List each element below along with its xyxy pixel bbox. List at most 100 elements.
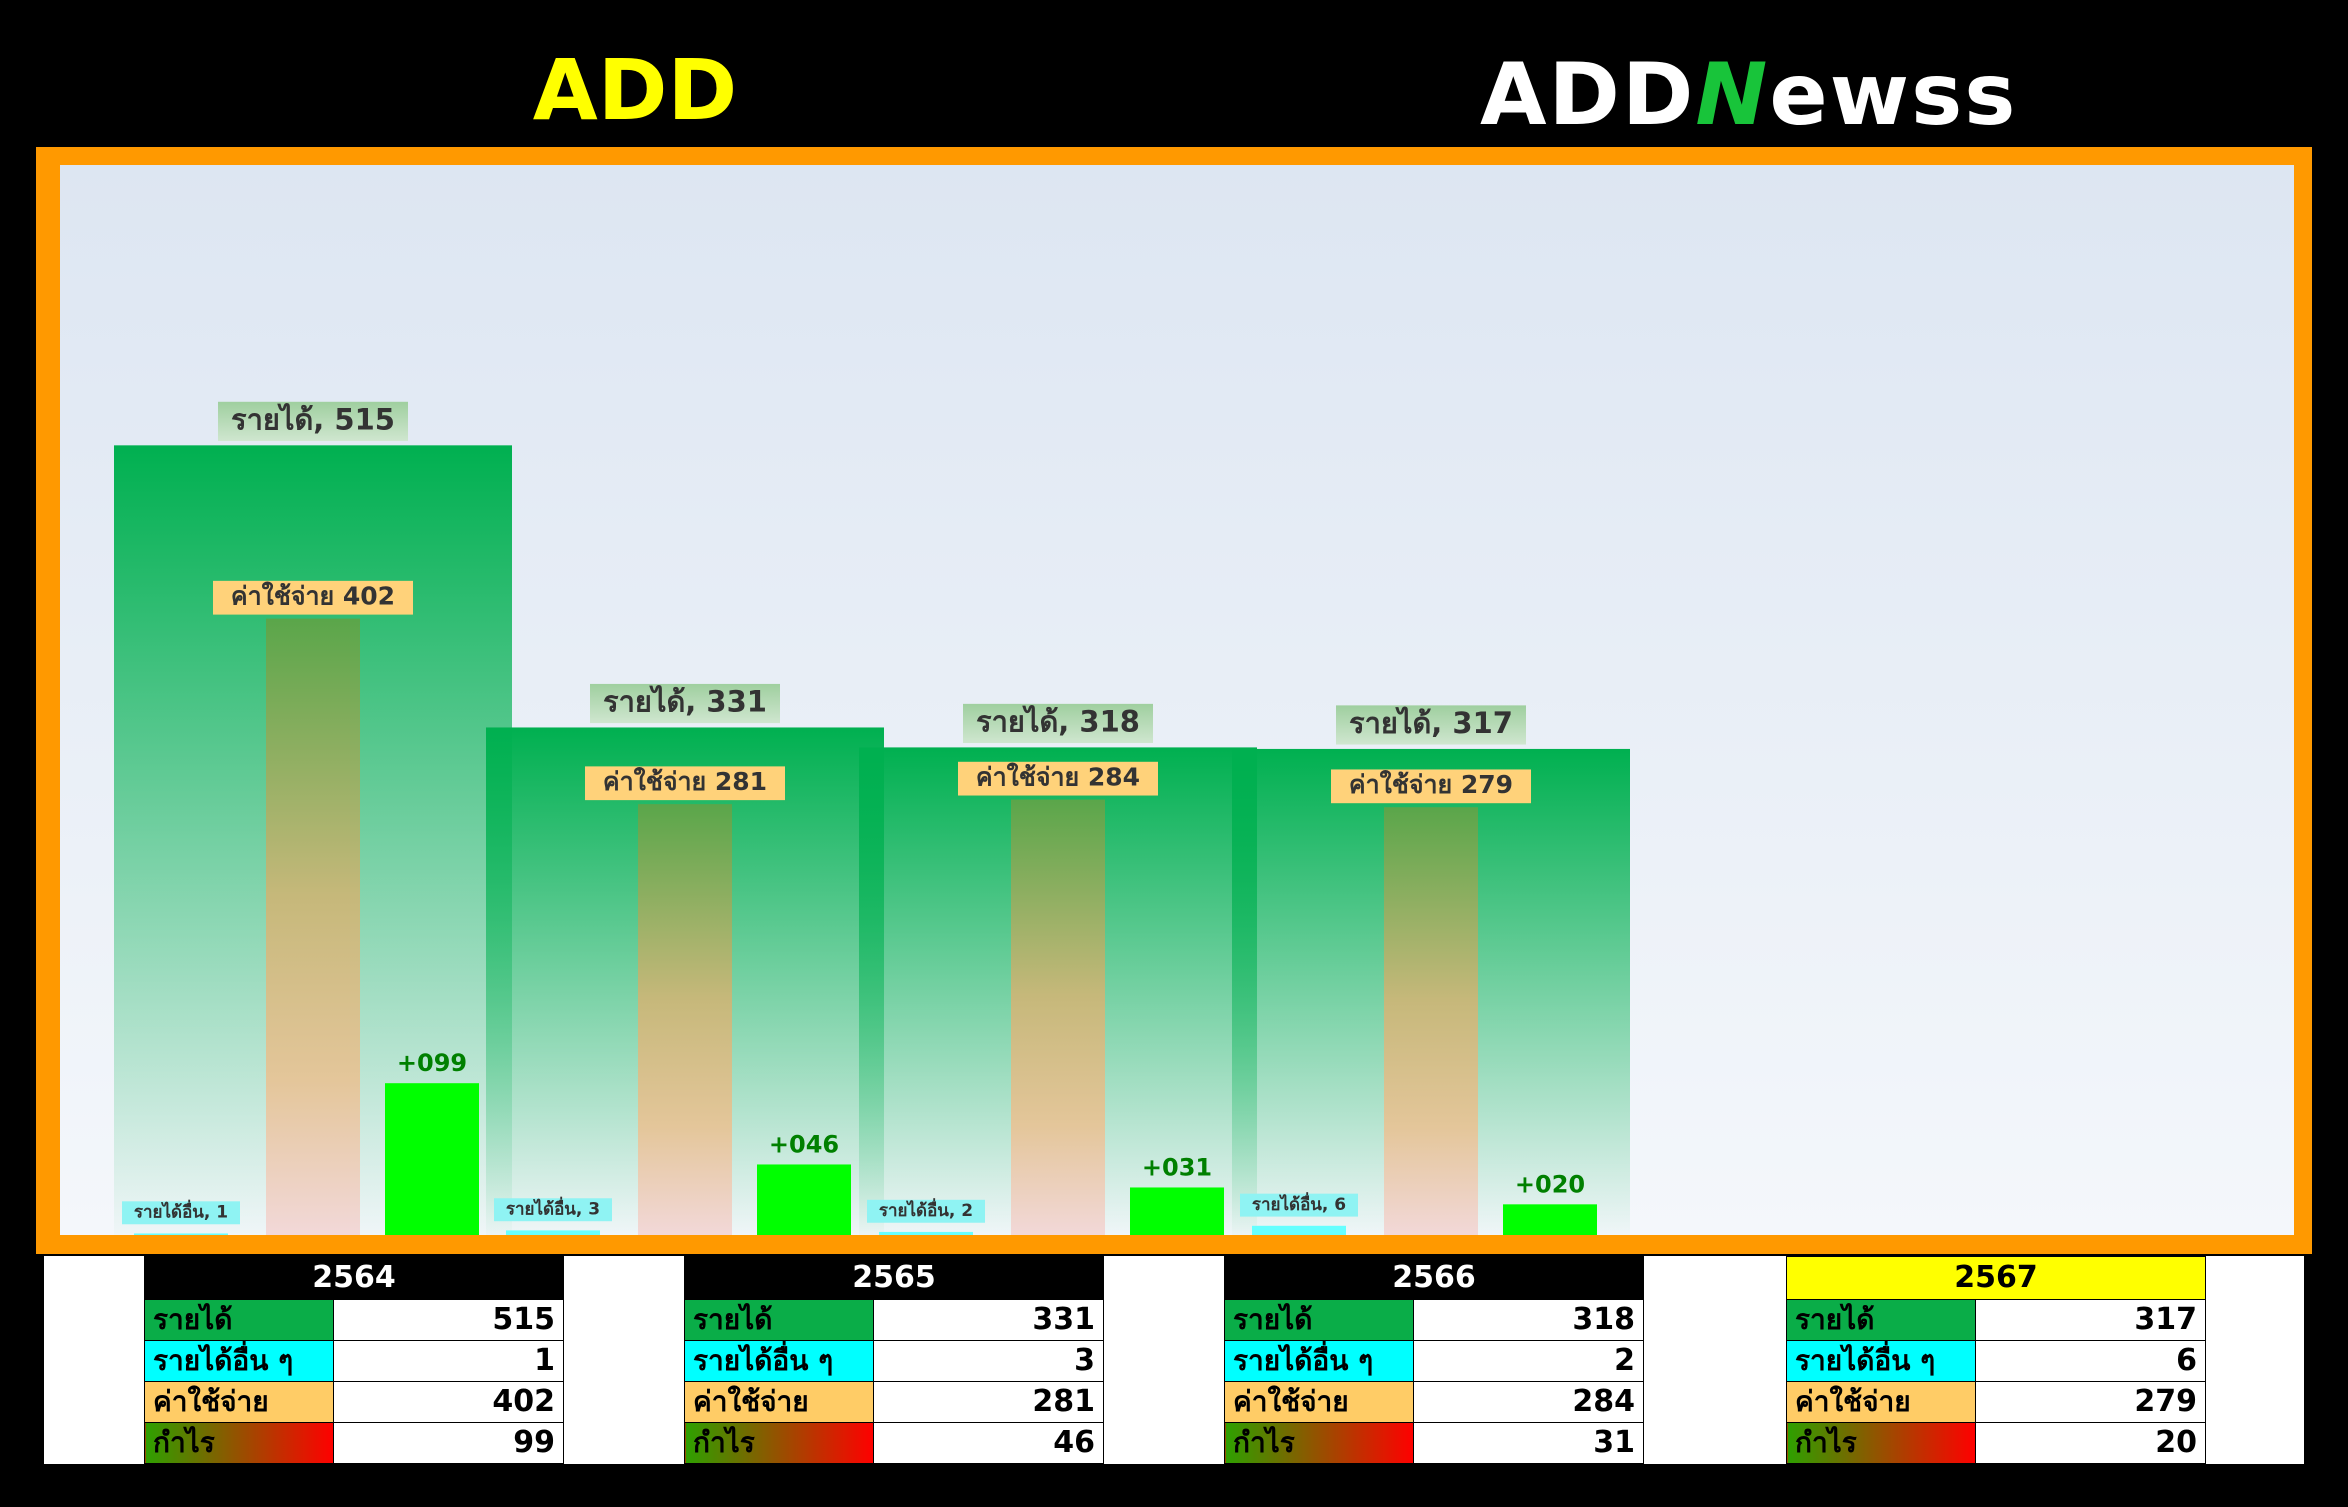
- revenue-data-label: รายได้, 318: [976, 704, 1140, 738]
- table-row-label: รายได้อื่น ๆ: [144, 1340, 334, 1382]
- revenue-data-label: รายได้, 317: [1349, 706, 1513, 740]
- bar-expense-2564: [266, 618, 360, 1235]
- bar-profit-2564: [385, 1083, 479, 1235]
- year-table-2567: 2567 รายได้ 317 รายได้อื่น ๆ 6 ค่าใช้จ่าย 279 ก…: [1786, 1256, 2206, 1464]
- bar-other-2564: [134, 1233, 228, 1235]
- table-row-label: กำไร: [1786, 1422, 1976, 1464]
- logo-text-part3: ewss: [1769, 45, 2018, 145]
- table-row: รายได้ 515: [144, 1299, 564, 1341]
- profit-data-label: +031: [1142, 1153, 1212, 1181]
- table-row-label: รายได้: [144, 1299, 334, 1341]
- expense-data-label: ค่าใช้จ่าย 284: [976, 762, 1140, 792]
- bar-profit-2565: [757, 1164, 851, 1235]
- other-data-label-box: [1240, 1193, 1358, 1217]
- expense-data-label-box: [585, 766, 785, 801]
- table-row: กำไร 46: [684, 1422, 1104, 1464]
- table-row-label: ค่าใช้จ่าย: [144, 1381, 334, 1423]
- table-row-label: กำไร: [144, 1422, 334, 1464]
- chart-frame: รายได้, 515 ค่าใช้จ่าย 402 +099 รายได้อื่น,…: [36, 147, 2312, 1254]
- other-data-label: รายได้อื่น, 1: [134, 1199, 228, 1222]
- expense-data-label-box: [1331, 769, 1531, 804]
- revenue-data-label-box: [218, 401, 408, 441]
- table-row-label: รายได้อื่น ๆ: [1786, 1340, 1976, 1382]
- year-table-2566: 2566 รายได้ 318 รายได้อื่น ๆ 2 ค่าใช้จ่าย 284 ก…: [1224, 1256, 1644, 1464]
- table-row: รายได้ 318: [1224, 1299, 1644, 1341]
- expense-data-label: ค่าใช้จ่าย 279: [1349, 769, 1513, 799]
- logo-text-part2: N: [1695, 45, 1770, 145]
- other-data-label-box: [122, 1201, 240, 1225]
- revenue-data-label: รายได้, 515: [231, 402, 395, 436]
- revenue-data-label: รายได้, 331: [603, 684, 767, 718]
- expense-data-label-box: [958, 761, 1158, 796]
- other-data-label: รายได้อื่น, 6: [1252, 1192, 1346, 1215]
- other-data-label: รายได้อื่น, 2: [879, 1198, 973, 1221]
- table-year-header: 2565: [684, 1256, 1104, 1300]
- table-row-value: 20: [1975, 1422, 2206, 1464]
- profit-data-label: +020: [1515, 1170, 1585, 1198]
- table-row-value: 3: [873, 1340, 1104, 1382]
- table-year-header: 2566: [1224, 1256, 1644, 1300]
- table-row-label: ค่าใช้จ่าย: [1224, 1381, 1414, 1423]
- table-row: ค่าใช้จ่าย 279: [1786, 1381, 2206, 1423]
- summary-tables: 2564 รายได้ 515 รายได้อื่น ๆ 1 ค่าใช้จ่าย 402 ก…: [44, 1256, 2304, 1464]
- expense-data-label: ค่าใช้จ่าย 402: [231, 581, 395, 611]
- table-row-label: รายได้: [684, 1299, 874, 1341]
- expense-data-label-box: [213, 580, 413, 615]
- table-row-value: 515: [333, 1299, 564, 1341]
- table-row: รายได้ 331: [684, 1299, 1104, 1341]
- table-row: ค่าใช้จ่าย 402: [144, 1381, 564, 1423]
- profit-data-label: +099: [397, 1049, 467, 1077]
- table-row-value: 317: [1975, 1299, 2206, 1341]
- table-row: รายได้ 317: [1786, 1299, 2206, 1341]
- expense-data-label: ค่าใช้จ่าย 281: [603, 766, 767, 796]
- revenue-data-label-box: [963, 703, 1153, 743]
- bar-profit-2567: [1503, 1204, 1597, 1235]
- year-table-2564: 2564 รายได้ 515 รายได้อื่น ๆ 1 ค่าใช้จ่าย 402 ก…: [144, 1256, 564, 1464]
- table-row-label: ค่าใช้จ่าย: [684, 1381, 874, 1423]
- bar-profit-2566: [1130, 1187, 1224, 1235]
- table-row-value: 318: [1413, 1299, 1644, 1341]
- table-row-label: รายได้: [1224, 1299, 1414, 1341]
- bar-expense-2567: [1384, 807, 1478, 1235]
- table-row-value: 6: [1975, 1340, 2206, 1382]
- table-row-label: รายได้อื่น ๆ: [684, 1340, 874, 1382]
- table-row-value: 284: [1413, 1381, 1644, 1423]
- table-row: ค่าใช้จ่าย 281: [684, 1381, 1104, 1423]
- table-row: กำไร 31: [1224, 1422, 1644, 1464]
- table-row-value: 99: [333, 1422, 564, 1464]
- logo-text-part1: ADD: [1480, 45, 1696, 145]
- year-table-2565: 2565 รายได้ 331 รายได้อื่น ๆ 3 ค่าใช้จ่าย 281 ก…: [684, 1256, 1104, 1464]
- table-row-value: 281: [873, 1381, 1104, 1423]
- table-row-label: กำไร: [684, 1422, 874, 1464]
- other-data-label: รายได้อื่น, 3: [506, 1196, 600, 1219]
- table-row-value: 402: [333, 1381, 564, 1423]
- table-row-label: รายได้: [1786, 1299, 1976, 1341]
- revenue-data-label-box: [590, 683, 780, 724]
- table-row-value: 31: [1413, 1422, 1644, 1464]
- page-title: ADD: [532, 41, 738, 139]
- profit-data-label: +046: [769, 1130, 839, 1158]
- bar-other-2565: [506, 1230, 600, 1235]
- plot-area: รายได้, 515 ค่าใช้จ่าย 402 +099 รายได้อื่น,…: [60, 165, 2294, 1235]
- table-row-value: 46: [873, 1422, 1104, 1464]
- table-row: ค่าใช้จ่าย 284: [1224, 1381, 1644, 1423]
- bar-expense-2566: [1011, 799, 1105, 1235]
- table-row-value: 279: [1975, 1381, 2206, 1423]
- table-row: กำไร 20: [1786, 1422, 2206, 1464]
- revenue-data-label-box: [1336, 705, 1526, 745]
- financial-bar-chart: รายได้, 515 ค่าใช้จ่าย 402 +099 รายได้อื่น,…: [114, 401, 1630, 1235]
- table-row: กำไร 99: [144, 1422, 564, 1464]
- table-year-header: 2564: [144, 1256, 564, 1300]
- bar-other-2567: [1252, 1225, 1346, 1235]
- table-row-value: 1: [333, 1340, 564, 1382]
- table-row-label: กำไร: [1224, 1422, 1414, 1464]
- other-data-label-box: [867, 1199, 985, 1223]
- bar-expense-2565: [638, 804, 732, 1235]
- table-row-value: 331: [873, 1299, 1104, 1341]
- table-row-label: รายได้อื่น ๆ: [1224, 1340, 1414, 1382]
